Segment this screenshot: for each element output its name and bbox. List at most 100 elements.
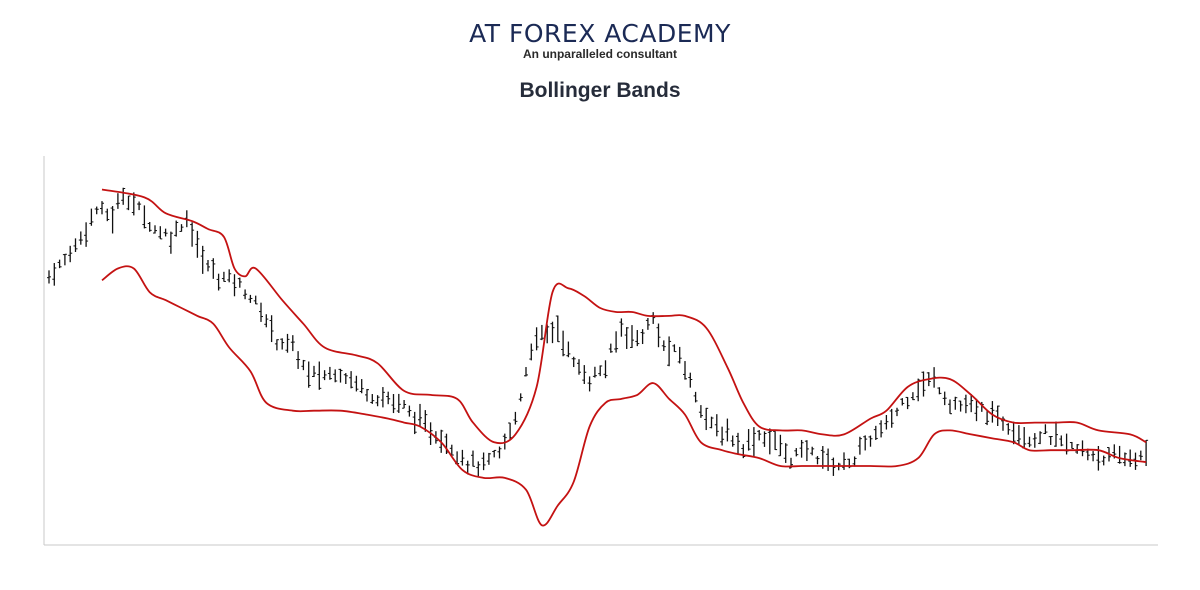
price-bar xyxy=(365,388,369,402)
price-bar xyxy=(1032,433,1037,448)
price-bar xyxy=(391,394,396,414)
price-bar xyxy=(449,444,454,456)
price-bar xyxy=(873,425,878,440)
price-bar xyxy=(704,407,709,431)
price-bar xyxy=(651,312,656,324)
price-bar xyxy=(412,411,417,435)
price-bar xyxy=(296,351,301,369)
price-bar xyxy=(306,361,311,388)
price-bar xyxy=(349,371,354,389)
price-bar xyxy=(534,327,539,351)
price-bar xyxy=(423,410,428,432)
price-bar xyxy=(974,398,979,422)
price-bar xyxy=(142,205,147,229)
price-bar xyxy=(1101,455,1106,466)
price-bar xyxy=(571,356,576,368)
price-bar xyxy=(714,414,719,437)
price-bar xyxy=(492,449,497,458)
price-bar xyxy=(720,426,725,446)
price-bar xyxy=(1075,444,1080,454)
price-bar xyxy=(942,391,947,406)
price-bar xyxy=(661,340,666,351)
price-bar xyxy=(672,344,677,353)
price-bar xyxy=(953,396,958,410)
price-bar xyxy=(529,343,534,361)
price-bar xyxy=(969,394,974,413)
price-bar xyxy=(62,253,67,266)
price-bar xyxy=(100,201,104,215)
price-bar xyxy=(810,446,815,456)
price-bar xyxy=(375,395,380,407)
price-bar xyxy=(645,317,650,330)
price-bar xyxy=(396,393,401,413)
price-bar xyxy=(910,392,915,401)
price-bar xyxy=(608,343,613,353)
price-bar xyxy=(343,373,348,385)
price-bar xyxy=(370,394,375,404)
price-bar xyxy=(110,206,115,234)
price-bar xyxy=(1064,433,1069,455)
price-bar xyxy=(402,400,407,409)
price-bar xyxy=(1138,450,1143,461)
price-bar xyxy=(460,449,465,466)
chart-axes xyxy=(43,156,1158,546)
price-bar xyxy=(577,359,581,375)
price-bar xyxy=(1117,445,1122,464)
price-bar xyxy=(248,294,253,303)
price-bar xyxy=(163,228,168,237)
price-bar xyxy=(285,333,290,353)
price-bar xyxy=(767,428,772,455)
price-bar xyxy=(380,387,385,408)
price-bar xyxy=(1069,441,1074,450)
price-bar xyxy=(794,448,799,457)
price-bar xyxy=(773,430,778,451)
price-bar xyxy=(513,411,518,425)
price-bar xyxy=(508,422,513,440)
price-bar xyxy=(863,435,868,451)
price-bar xyxy=(614,331,619,353)
price-bar xyxy=(598,365,603,377)
price-bar xyxy=(640,329,645,345)
price-bar xyxy=(820,446,825,469)
price-bar xyxy=(709,416,714,429)
price-bar xyxy=(57,259,62,269)
brand-tagline: An unparalleled consultant xyxy=(522,47,678,61)
price-bar xyxy=(826,448,831,471)
brand-logo-text: AT FOREX ACADEMY xyxy=(469,19,731,48)
price-bar xyxy=(725,418,730,442)
price-bar xyxy=(804,440,809,462)
price-bar xyxy=(1022,427,1027,449)
price-bar xyxy=(89,208,94,226)
price-bar xyxy=(115,193,120,209)
chart-title: Bollinger Bands xyxy=(519,79,681,102)
price-bar xyxy=(418,403,422,427)
price-bar xyxy=(190,222,195,247)
price-bar xyxy=(153,225,157,234)
price-bar xyxy=(592,366,597,378)
price-bar xyxy=(799,439,804,458)
price-bar xyxy=(47,270,51,284)
price-bar xyxy=(1054,421,1058,447)
price-bar xyxy=(995,405,1000,427)
price-bar xyxy=(237,277,242,288)
price-bar xyxy=(121,187,126,205)
price-bar xyxy=(73,238,78,252)
price-bar xyxy=(486,452,491,465)
price-bar xyxy=(206,259,210,272)
price-bar xyxy=(253,295,258,305)
price-bar xyxy=(147,221,152,232)
price-bar xyxy=(158,226,163,240)
price-bar xyxy=(280,338,285,350)
price-bar xyxy=(68,245,73,263)
price-bar xyxy=(1091,451,1096,462)
price-bar xyxy=(619,318,624,337)
price-bar xyxy=(327,366,332,380)
price-bar xyxy=(105,208,110,222)
price-bar xyxy=(905,396,910,410)
price-bar xyxy=(264,314,269,328)
price-bar xyxy=(317,361,322,390)
price-bar xyxy=(815,456,820,465)
price-bar xyxy=(566,341,571,358)
price-bar xyxy=(842,452,846,470)
price-bar xyxy=(518,393,523,402)
